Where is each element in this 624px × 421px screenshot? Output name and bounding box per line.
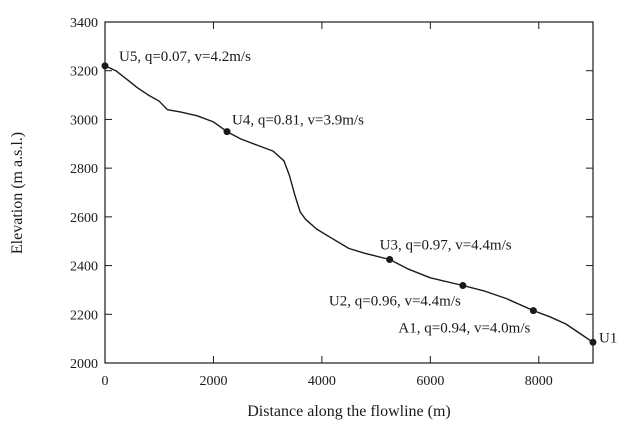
station-point-u5: [101, 62, 109, 70]
station-label-u4: U4, q=0.81, v=3.9m/s: [232, 113, 364, 129]
station-label-u3: U3, q=0.97, v=4.4m/s: [380, 237, 512, 253]
station-point-u4: [223, 128, 231, 136]
station-point-u2: [459, 282, 467, 290]
station-label-u2: U2, q=0.96, v=4.4m/s: [329, 294, 461, 310]
y-tick-label: 2400: [70, 260, 98, 275]
y-tick-label: 3200: [70, 65, 98, 80]
y-tick-label: 2000: [70, 357, 98, 372]
elevation-profile-line: [104, 65, 594, 343]
x-axis-title: Distance along the flowline (m): [247, 403, 451, 420]
plot-frame: [104, 21, 594, 364]
x-tick-label: 6000: [416, 374, 444, 389]
station-point-u3: [386, 255, 394, 263]
y-axis-title: Elevation (m a.s.l.): [9, 132, 26, 254]
x-tick-label: 0: [102, 374, 109, 389]
station-label-a1: A1, q=0.94, v=4.0m/s: [398, 321, 530, 337]
points-layer: [101, 62, 597, 346]
y-tick-label: 2600: [70, 211, 98, 226]
x-tick-label: 4000: [308, 374, 336, 389]
y-tick-label: 3400: [70, 16, 98, 31]
labels-layer: U5, q=0.07, v=4.2m/s U4, q=0.81, v=3.9m/s…: [119, 49, 617, 346]
station-point-a1: [529, 307, 537, 315]
station-point-u1: [589, 338, 597, 346]
station-label-u5: U5, q=0.07, v=4.2m/s: [119, 49, 251, 65]
y-tick-label: 3000: [70, 113, 98, 128]
x-tick-label: 2000: [199, 374, 227, 389]
y-tick-label: 2800: [70, 162, 98, 177]
x-tick-label: 8000: [525, 374, 553, 389]
station-label-u1: U1: [599, 330, 617, 346]
y-tick-label: 2200: [70, 308, 98, 323]
ticks-layer: 0 2000 4000 6000 8000 2000 2200 2400 2600 2800 300…: [70, 16, 593, 389]
line-layer: [104, 65, 594, 343]
